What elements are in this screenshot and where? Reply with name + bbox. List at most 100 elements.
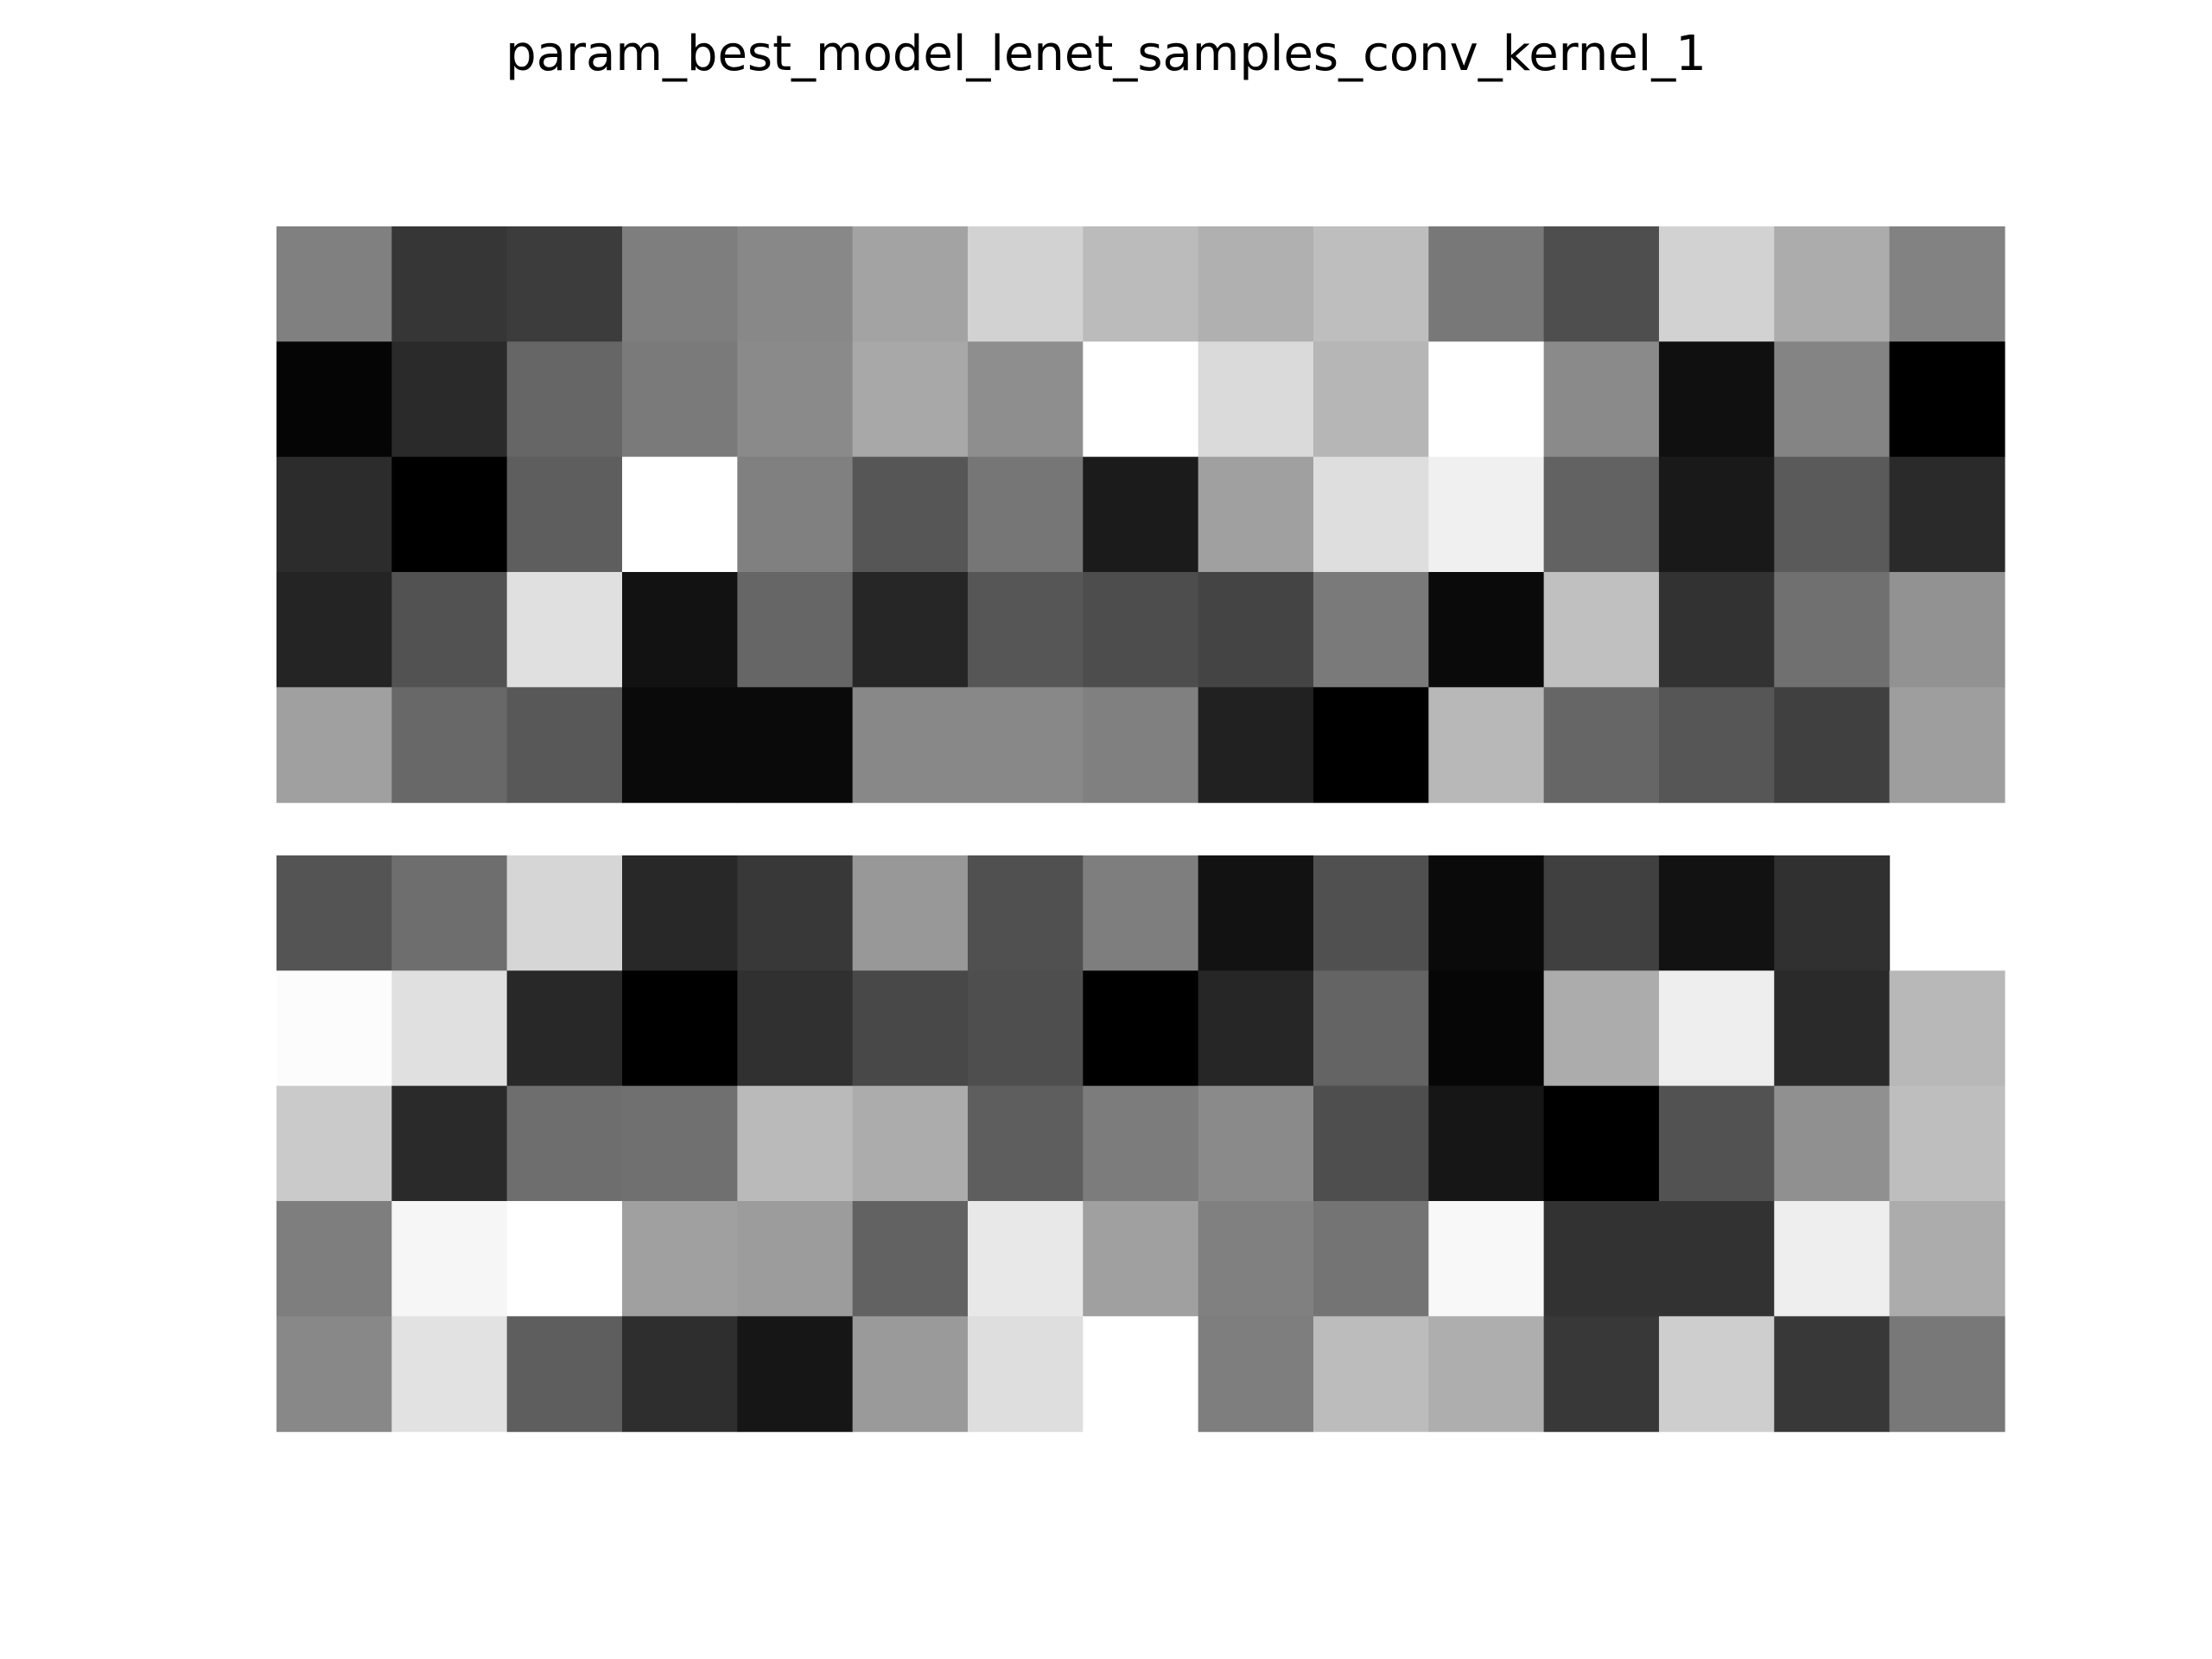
heatmap-cell	[1313, 687, 1429, 804]
heatmap-cell	[967, 226, 1084, 342]
heatmap-cell	[1198, 1200, 1314, 1317]
heatmap-cell	[737, 226, 854, 342]
heatmap-cell	[1083, 970, 1199, 1087]
heatmap-cell	[1658, 1200, 1775, 1317]
heatmap-cell	[1313, 226, 1429, 342]
heatmap-cell	[1543, 571, 1660, 688]
heatmap-cell	[1428, 687, 1545, 804]
heatmap-cell	[1428, 970, 1545, 1087]
heatmap-cell	[1083, 687, 1199, 804]
heatmap-cell	[852, 1316, 969, 1433]
heatmap-cell	[1889, 341, 2005, 458]
heatmap-cell	[276, 855, 392, 971]
heatmap-cell	[1313, 1085, 1429, 1202]
heatmap-cell	[391, 687, 508, 804]
heatmap-cell	[1428, 226, 1545, 342]
heatmap-cell	[1428, 456, 1545, 573]
heatmap-cell	[1774, 571, 1891, 688]
heatmap-cell	[1774, 341, 1891, 458]
heatmap-cell	[506, 687, 623, 804]
heatmap-cell	[1428, 1085, 1545, 1202]
heatmap-cell	[1658, 226, 1775, 342]
heatmap-cell	[967, 341, 1084, 458]
heatmap-cell	[1889, 571, 2005, 688]
chart-title: param_best_model_lenet_samples_conv_kern…	[505, 26, 1707, 82]
heatmap-cell	[506, 571, 623, 688]
heatmap-cell	[1313, 341, 1429, 458]
heatmap-cell	[391, 1316, 508, 1433]
heatmap-cell	[1774, 226, 1891, 342]
heatmap-cell	[1428, 571, 1545, 688]
heatmap-cell	[1543, 687, 1660, 804]
heatmap-cell	[1774, 687, 1891, 804]
heatmap-cell	[967, 1200, 1084, 1317]
heatmap-cell	[737, 456, 854, 573]
heatmap-cell	[1774, 1200, 1891, 1317]
heatmap-cell	[737, 855, 854, 971]
heatmap-cell	[852, 341, 969, 458]
heatmap-cell	[1198, 1316, 1314, 1433]
heatmap-cell	[737, 1085, 854, 1202]
heatmap-cell	[1889, 1200, 2005, 1317]
heatmap-cell	[1774, 1085, 1891, 1202]
heatmap-cell	[391, 855, 508, 971]
heatmap-cell	[506, 855, 623, 971]
heatmap-cell	[276, 341, 392, 458]
heatmap-cell	[852, 571, 969, 688]
heatmap-cell	[621, 855, 738, 971]
heatmap-cell	[276, 687, 392, 804]
heatmap-cell	[852, 855, 969, 971]
heatmap-cell	[1658, 1316, 1775, 1433]
heatmap-cell	[1774, 456, 1891, 573]
heatmap-cell	[1889, 970, 2005, 1087]
heatmap-cell	[391, 341, 508, 458]
heatmap-cell	[967, 571, 1084, 688]
heatmap-cell	[967, 855, 1084, 971]
heatmap-cell	[967, 970, 1084, 1087]
heatmap-cell	[1774, 1316, 1891, 1433]
heatmap-cell	[1313, 456, 1429, 573]
heatmap-cell	[1083, 571, 1199, 688]
heatmap-cell	[1428, 341, 1545, 458]
heatmap-cell	[1313, 1316, 1429, 1433]
heatmap-cell	[276, 1316, 392, 1433]
heatmap-cell	[391, 226, 508, 342]
heatmap-cell	[391, 1085, 508, 1202]
heatmap-cell	[1313, 1200, 1429, 1317]
heatmap-cell	[506, 456, 623, 573]
heatmap-cell	[1889, 1316, 2005, 1433]
heatmap-cell	[1658, 855, 1775, 971]
heatmap-cell	[621, 1085, 738, 1202]
heatmap-cell	[276, 456, 392, 573]
heatmap-cell	[1198, 687, 1314, 804]
heatmap-cell	[1198, 855, 1314, 971]
heatmap-cell	[1198, 341, 1314, 458]
heatmap-cell	[1658, 1085, 1775, 1202]
heatmap-cell	[1313, 855, 1429, 971]
heatmap-cell	[852, 970, 969, 1087]
heatmap-cell	[852, 456, 969, 573]
heatmap-cell	[1428, 1200, 1545, 1317]
heatmap-cell	[1658, 341, 1775, 458]
heatmap-cell	[1658, 456, 1775, 573]
heatmap-cell	[621, 687, 738, 804]
heatmap-cell	[1889, 226, 2005, 342]
heatmap-cell	[852, 687, 969, 804]
heatmap-cell	[1428, 855, 1545, 971]
heatmap-cell	[1889, 1085, 2005, 1202]
heatmap-cell	[621, 1200, 738, 1317]
heatmap-cell	[276, 226, 392, 342]
heatmap-cell	[621, 226, 738, 342]
heatmap-cell	[1543, 226, 1660, 342]
heatmap-cell	[967, 1085, 1084, 1202]
heatmap-cell	[506, 226, 623, 342]
heatmap-cell	[506, 970, 623, 1087]
heatmap-cell	[1543, 1316, 1660, 1433]
heatmap-cell	[1083, 226, 1199, 342]
heatmap-cell	[1428, 1316, 1545, 1433]
heatmap-cell	[852, 226, 969, 342]
heatmap-cell	[506, 1085, 623, 1202]
heatmap-cell	[1198, 226, 1314, 342]
heatmap-cell	[391, 571, 508, 688]
